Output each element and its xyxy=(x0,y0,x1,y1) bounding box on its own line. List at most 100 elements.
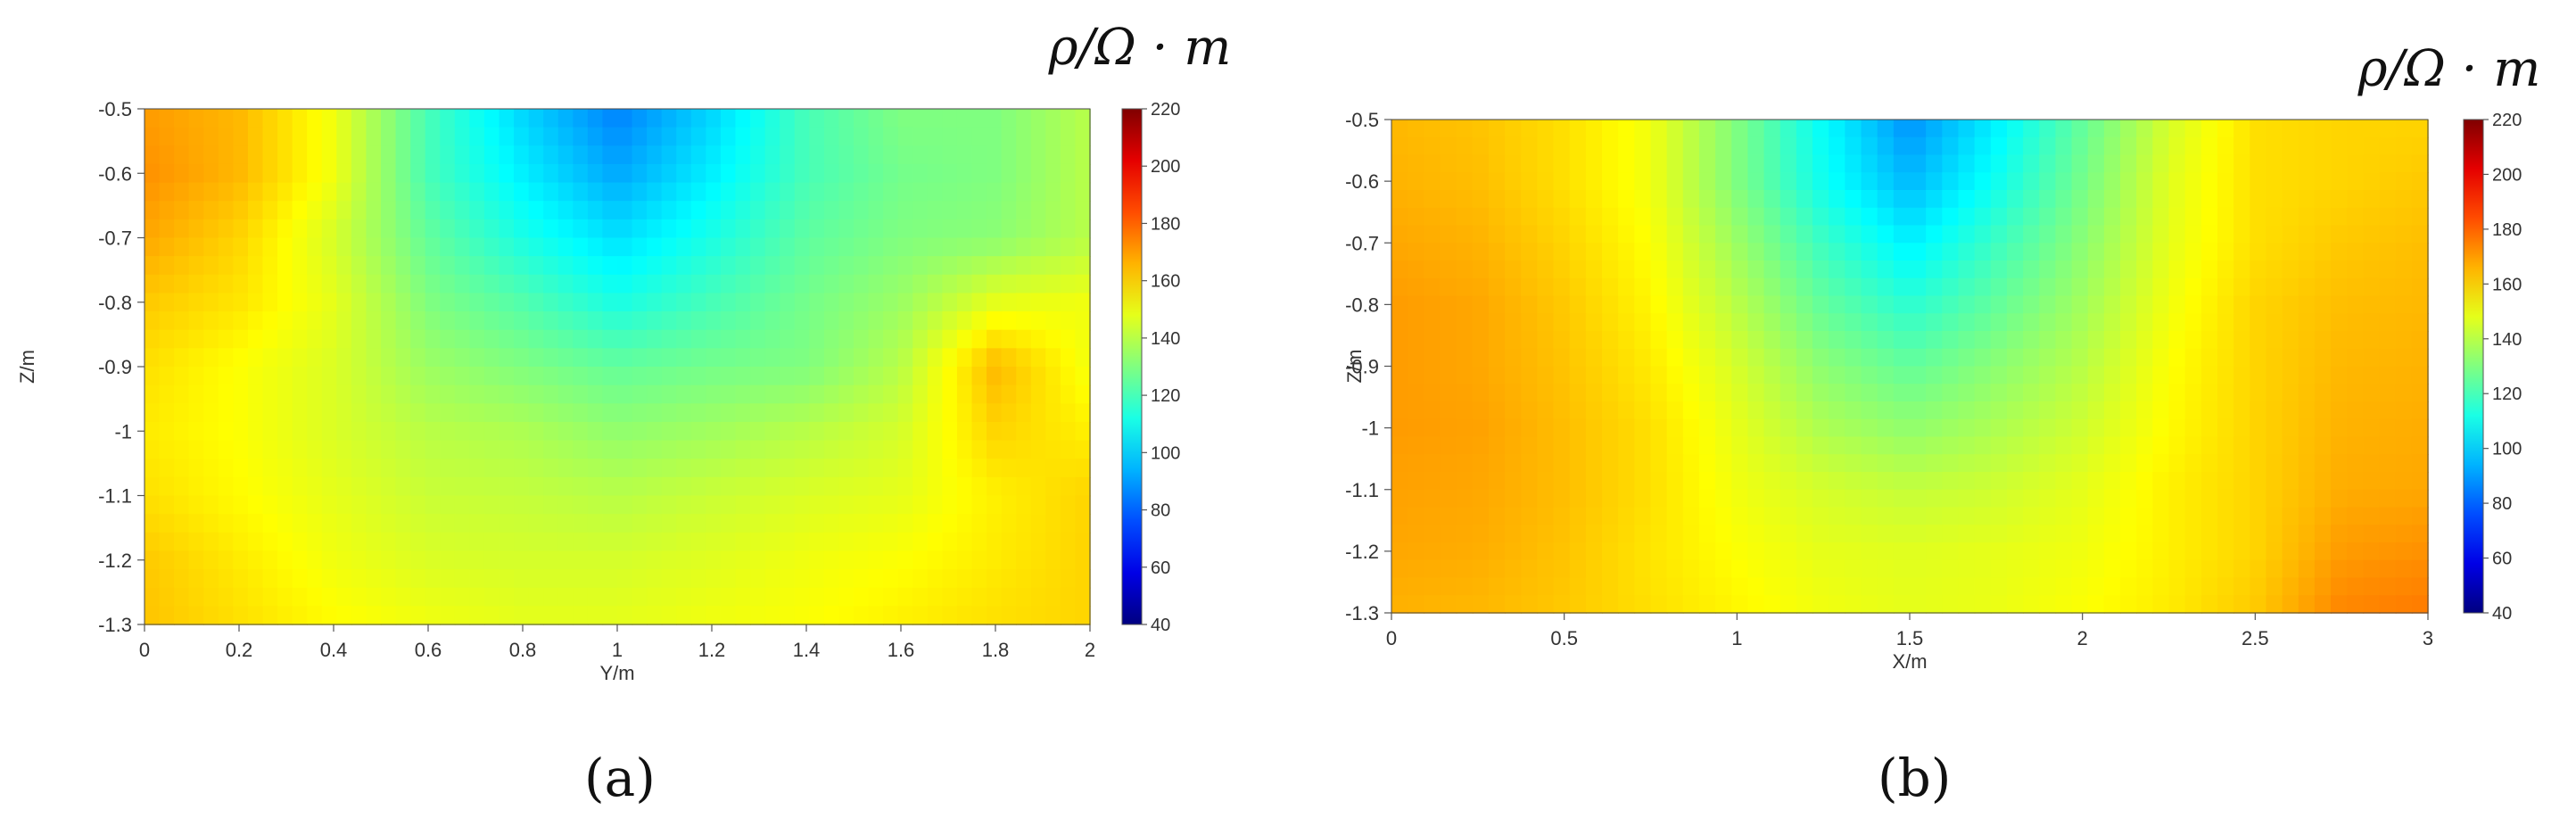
heatmap-cell xyxy=(1763,384,1781,402)
heatmap-cell xyxy=(1682,260,1700,279)
heatmap-cell xyxy=(307,182,323,203)
heatmap-cell xyxy=(617,367,633,386)
heatmap-cell xyxy=(897,384,914,405)
y-tick-label: -0.7 xyxy=(1345,232,1379,254)
heatmap-cell xyxy=(454,440,471,460)
heatmap-cell xyxy=(1016,274,1032,294)
heatmap-cell xyxy=(1779,418,1797,438)
heatmap-cell xyxy=(2071,154,2089,174)
heatmap-cell xyxy=(159,163,175,184)
heatmap-cell xyxy=(1942,418,1960,438)
heatmap-cell xyxy=(543,532,559,552)
heatmap-cell xyxy=(1974,154,1992,174)
heatmap-cell xyxy=(2298,436,2316,456)
heatmap-cell xyxy=(897,421,914,442)
heatmap-cell xyxy=(573,421,589,442)
heatmap-cell xyxy=(1075,127,1091,147)
heatmap-cell xyxy=(1779,436,1797,456)
heatmap-cell xyxy=(942,219,958,239)
heatmap-cell xyxy=(1075,514,1091,533)
heatmap-cell xyxy=(203,145,219,165)
heatmap-cell xyxy=(617,256,633,276)
heatmap-cell xyxy=(1424,366,1441,385)
heatmap-cell xyxy=(2120,260,2137,279)
heatmap-cell xyxy=(1634,436,1652,456)
heatmap-cell xyxy=(2006,542,2024,561)
heatmap-cell xyxy=(1472,313,1490,332)
heatmap-cell xyxy=(2395,120,2413,138)
heatmap-cell xyxy=(1472,136,1490,156)
heatmap-cell xyxy=(2233,366,2251,385)
heatmap-cell xyxy=(410,274,426,294)
heatmap-cell xyxy=(499,459,515,478)
heatmap-cell xyxy=(174,237,190,257)
heatmap-cell xyxy=(1001,145,1017,165)
heatmap-cell xyxy=(868,219,884,239)
heatmap-cell xyxy=(1958,331,1976,350)
heatmap-cell xyxy=(1958,172,1976,191)
heatmap-cell xyxy=(764,514,780,533)
heatmap-cell xyxy=(1812,595,1830,614)
heatmap-cell xyxy=(233,440,249,460)
heatmap-cell xyxy=(425,587,442,608)
heatmap-cell xyxy=(661,109,678,128)
heatmap-cell xyxy=(1698,243,1716,261)
heatmap-cell xyxy=(1926,401,1944,420)
heatmap-cell xyxy=(395,348,411,368)
heatmap-cell xyxy=(854,532,870,552)
heatmap-cell xyxy=(1030,384,1047,405)
heatmap-cell xyxy=(381,182,397,203)
heatmap-cell xyxy=(942,587,958,608)
heatmap-cell xyxy=(2233,172,2251,191)
heatmap-cell xyxy=(764,459,780,478)
heatmap-cell xyxy=(203,163,219,184)
heatmap-cell xyxy=(1958,577,1976,597)
heatmap-cell xyxy=(617,311,633,331)
heatmap-cell xyxy=(1456,243,1474,261)
heatmap-cell xyxy=(321,182,338,203)
heatmap-cell xyxy=(2250,525,2267,543)
heatmap-cell xyxy=(1391,260,1408,279)
heatmap-cell xyxy=(1893,401,1911,420)
heatmap-cells xyxy=(1391,120,2429,614)
heatmap-cell xyxy=(1666,418,1684,438)
heatmap-cell xyxy=(2006,384,2024,402)
heatmap-cell xyxy=(528,532,544,552)
heatmap-cell xyxy=(720,459,737,478)
heatmap-cell xyxy=(174,384,190,405)
heatmap-cell xyxy=(838,403,855,423)
heatmap-cell xyxy=(1472,207,1490,227)
heatmap-cell xyxy=(1893,489,1911,508)
heatmap-cell xyxy=(483,495,500,515)
heatmap-cell xyxy=(1747,154,1765,174)
colorbar-tick-label: 60 xyxy=(2492,550,2512,569)
heatmap-cell xyxy=(2363,366,2381,385)
heatmap-cell xyxy=(2184,331,2202,350)
heatmap-cell xyxy=(144,163,161,184)
heatmap-cell xyxy=(602,587,618,608)
colorbar-tick-label: 60 xyxy=(1151,558,1170,578)
heatmap-cell xyxy=(809,587,825,608)
heatmap-cell xyxy=(514,514,530,533)
heatmap-cell xyxy=(1974,348,1992,368)
heatmap-cell xyxy=(233,367,249,386)
heatmap-cell xyxy=(956,348,973,368)
heatmap-cell xyxy=(2136,525,2154,543)
heatmap-cell xyxy=(514,145,530,165)
heatmap-cell xyxy=(2282,313,2299,332)
heatmap-cell xyxy=(1618,384,1636,402)
heatmap-cell xyxy=(174,587,190,608)
heatmap-cell xyxy=(262,514,278,533)
heatmap-cell xyxy=(971,145,987,165)
heatmap-cell xyxy=(514,403,530,423)
heatmap-cell xyxy=(1650,243,1668,261)
heatmap-cell xyxy=(395,367,411,386)
heatmap-cell xyxy=(307,384,323,405)
heatmap-cell xyxy=(2039,348,2057,368)
heatmap-cell xyxy=(277,256,293,276)
heatmap-cell xyxy=(587,514,604,533)
heatmap-cell xyxy=(573,182,589,203)
heatmap-cell xyxy=(823,163,840,184)
heatmap-cell xyxy=(735,459,751,478)
heatmap-cell xyxy=(2331,525,2349,543)
